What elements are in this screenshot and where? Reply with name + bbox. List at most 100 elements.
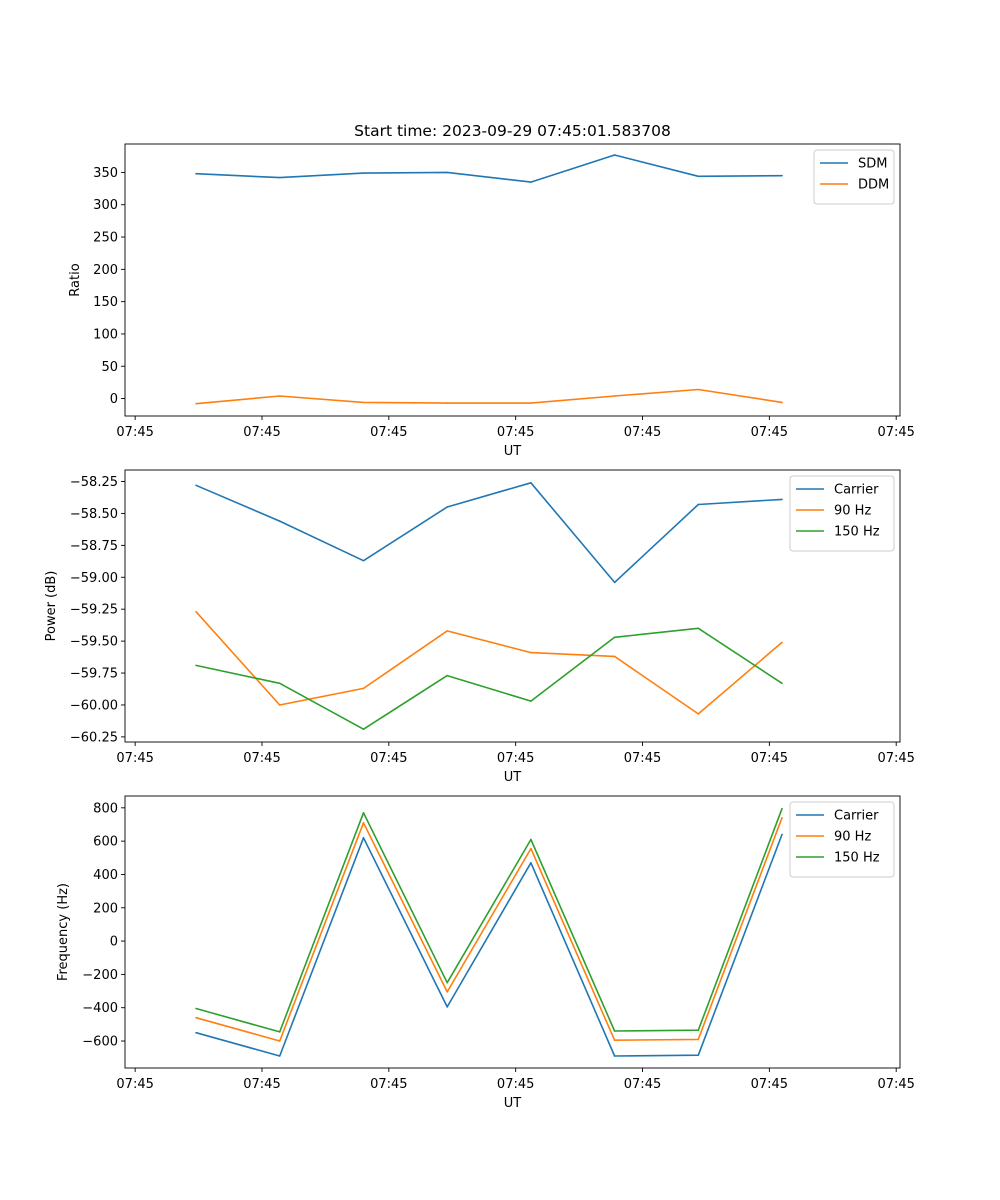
data-point-ddm bbox=[697, 388, 700, 391]
data-point-90-hz bbox=[613, 655, 616, 658]
data-point-carrier bbox=[697, 503, 700, 506]
data-point-150-hz bbox=[530, 700, 532, 702]
x-axis-label: UT bbox=[504, 770, 522, 785]
data-point-sdm bbox=[530, 181, 532, 183]
data-point-150-hz bbox=[530, 838, 532, 841]
x-tick-label: 07:45 bbox=[751, 751, 788, 766]
x-axis-label: UT bbox=[504, 1096, 522, 1111]
data-point-ddm bbox=[613, 395, 616, 397]
data-point-150-hz bbox=[446, 981, 448, 984]
data-point-carrier bbox=[362, 837, 365, 839]
data-point-sdm bbox=[195, 172, 197, 175]
series-line-150-hz bbox=[195, 808, 783, 1033]
y-tick-label: −600 bbox=[82, 1035, 118, 1050]
data-point-150-hz bbox=[195, 1007, 197, 1010]
data-point-90-hz bbox=[697, 1038, 700, 1041]
data-point-carrier bbox=[278, 1055, 281, 1057]
x-axis-label: UT bbox=[504, 444, 522, 459]
chart-title: Start time: 2023-09-29 07:45:01.583708 bbox=[354, 122, 671, 140]
data-point-sdm bbox=[613, 154, 616, 156]
data-point-sdm bbox=[362, 172, 365, 174]
chart-panel-3: 07:4507:4507:4507:4507:4507:4507:4507:46… bbox=[56, 795, 915, 1111]
y-tick-label: 350 bbox=[93, 166, 118, 181]
legend: Carrier 90 Hz 150 Hz bbox=[789, 475, 895, 552]
data-point-carrier bbox=[530, 481, 532, 484]
x-tick-label: 07:45 bbox=[370, 425, 407, 440]
data-point-90-hz bbox=[781, 817, 783, 819]
legend-label-ddm: DDM bbox=[858, 178, 889, 193]
y-tick-label: −58.75 bbox=[70, 539, 118, 554]
y-tick-label: 800 bbox=[93, 801, 118, 816]
legend-box bbox=[789, 801, 895, 878]
x-tick-label: 07:45 bbox=[116, 751, 153, 766]
data-point-150-hz bbox=[195, 664, 197, 667]
data-point-ddm bbox=[446, 402, 448, 404]
y-tick-label: 400 bbox=[93, 868, 118, 883]
data-point-150-hz bbox=[781, 807, 783, 810]
legend-label-carrier: Carrier bbox=[834, 809, 879, 824]
data-point-90-hz bbox=[530, 847, 532, 850]
series-line-90-hz bbox=[195, 817, 783, 1042]
plot-frame bbox=[124, 143, 901, 417]
data-point-150-hz bbox=[446, 674, 448, 677]
data-point-sdm bbox=[278, 176, 281, 179]
series-line-carrier bbox=[195, 481, 783, 584]
x-tick-label: 07:45 bbox=[370, 1077, 407, 1092]
y-tick-label: 100 bbox=[93, 327, 118, 342]
data-point-carrier bbox=[446, 1006, 448, 1008]
data-point-150-hz bbox=[697, 1029, 700, 1031]
y-axis-label: Power (dB) bbox=[44, 571, 59, 642]
legend-label-90-hz: 90 Hz bbox=[834, 830, 871, 845]
data-point-carrier bbox=[195, 1031, 197, 1034]
series-line-ddm bbox=[195, 388, 783, 405]
data-point-ddm bbox=[362, 401, 365, 404]
data-point-150-hz bbox=[613, 636, 616, 639]
data-point-carrier bbox=[697, 1054, 700, 1056]
data-point-150-hz bbox=[697, 627, 700, 630]
y-tick-label: 0 bbox=[110, 392, 118, 407]
x-tick-label: 07:45 bbox=[624, 425, 661, 440]
data-point-ddm bbox=[530, 402, 532, 404]
data-point-ddm bbox=[781, 401, 783, 404]
plot-frame bbox=[124, 469, 901, 743]
x-tick-label: 07:45 bbox=[624, 751, 661, 766]
data-point-carrier bbox=[446, 506, 448, 508]
series-line-sdm bbox=[195, 154, 783, 183]
x-tick-label: 07:45 bbox=[497, 1077, 534, 1092]
x-tick-label: 07:45 bbox=[243, 1077, 280, 1092]
y-tick-label: 50 bbox=[101, 360, 118, 375]
legend-label-90-hz: 90 Hz bbox=[834, 504, 871, 519]
y-tick-label: −200 bbox=[82, 968, 118, 983]
y-tick-label: −58.50 bbox=[70, 507, 118, 522]
data-point-sdm bbox=[781, 174, 783, 177]
y-tick-label: −59.25 bbox=[70, 603, 118, 618]
y-tick-label: 300 bbox=[93, 198, 118, 213]
x-tick-label: 07:45 bbox=[751, 1077, 788, 1092]
data-point-150-hz bbox=[613, 1030, 616, 1032]
x-tick-label: 07:45 bbox=[877, 1077, 914, 1092]
x-tick-label: 07:45 bbox=[497, 751, 534, 766]
y-tick-label: 250 bbox=[93, 231, 118, 246]
data-point-150-hz bbox=[278, 682, 281, 685]
y-tick-label: −59.00 bbox=[70, 571, 118, 586]
data-point-carrier bbox=[613, 1055, 616, 1057]
y-axis-label: Ratio bbox=[68, 263, 83, 296]
data-point-carrier bbox=[278, 520, 281, 522]
x-tick-label: 07:45 bbox=[116, 1077, 153, 1092]
chart-panel-2: 07:4507:4507:4507:4507:4507:4507:4507:46… bbox=[44, 469, 915, 785]
data-point-90-hz bbox=[697, 713, 700, 715]
x-tick-label: 07:45 bbox=[751, 425, 788, 440]
data-point-90-hz bbox=[195, 610, 197, 613]
data-point-sdm bbox=[446, 171, 448, 174]
data-point-carrier bbox=[362, 559, 365, 562]
data-point-carrier bbox=[195, 484, 197, 487]
legend-box bbox=[789, 475, 895, 552]
x-tick-label: 07:45 bbox=[243, 751, 280, 766]
legend-label-carrier: Carrier bbox=[834, 483, 879, 498]
data-point-90-hz bbox=[446, 630, 448, 632]
y-tick-label: −60.00 bbox=[70, 698, 118, 713]
data-point-carrier bbox=[530, 861, 532, 864]
data-point-90-hz bbox=[446, 991, 448, 993]
data-point-90-hz bbox=[195, 1016, 197, 1019]
